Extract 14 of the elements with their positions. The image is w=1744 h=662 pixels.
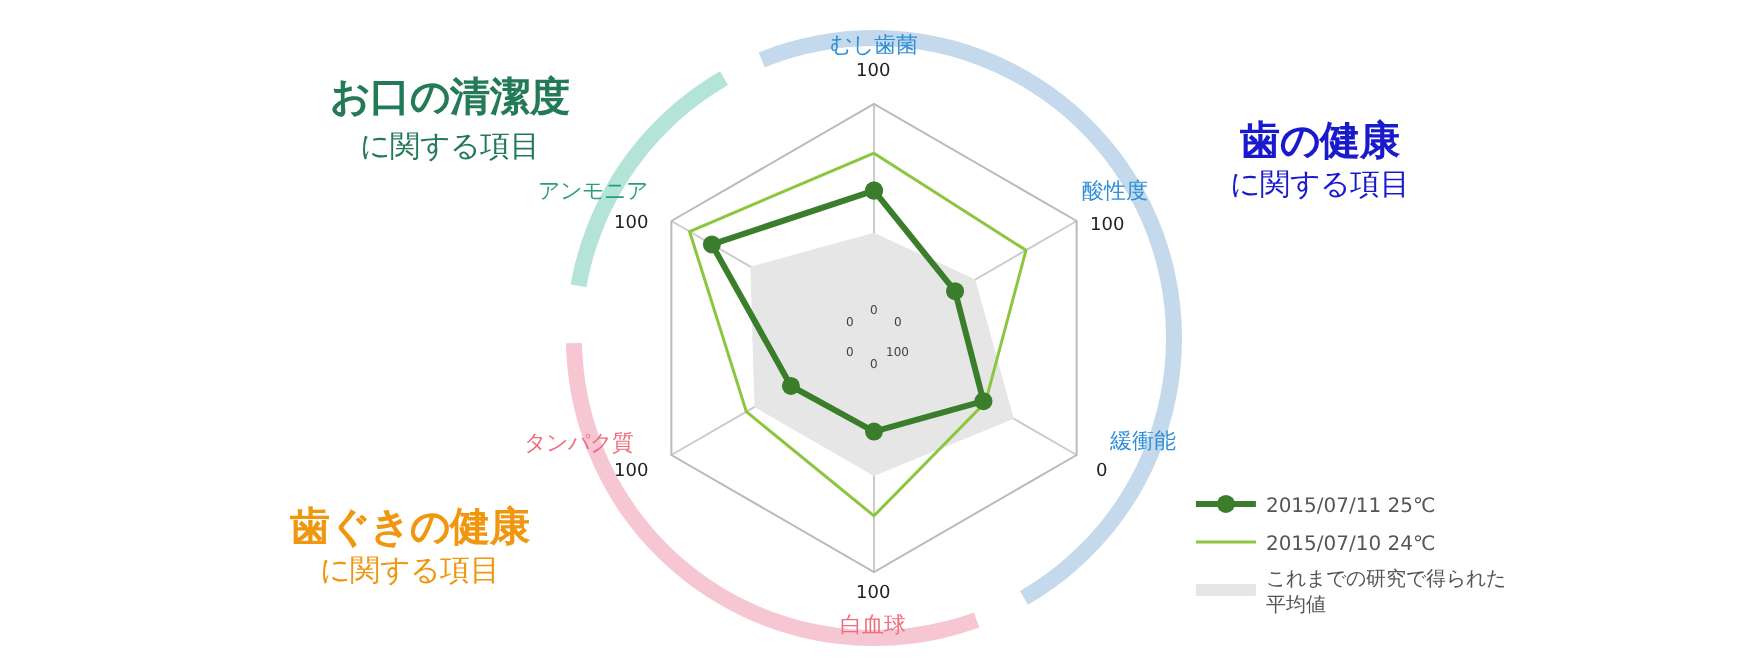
text: 100 <box>614 462 649 482</box>
text: お口の清潔度 <box>330 72 570 120</box>
legend-label: これまでの研究で得られた平均値 <box>1265 566 1506 617</box>
text: 100 <box>614 214 649 234</box>
spoke-label: 白血球 <box>840 612 906 638</box>
legend-label: 2015/07/10 24℃ <box>1265 533 1436 556</box>
text: に関する項目 <box>1230 166 1410 202</box>
text: に関する項目 <box>320 552 500 588</box>
text: 歯の健康 <box>1238 116 1402 164</box>
spoke-label: タンパク質 <box>524 430 634 456</box>
legend-label: 2015/07/11 25℃ <box>1265 495 1436 518</box>
text: に関する項目 <box>360 128 540 164</box>
spoke-label: アンモニア <box>538 178 648 204</box>
text: 歯ぐきの健康 <box>288 502 532 550</box>
